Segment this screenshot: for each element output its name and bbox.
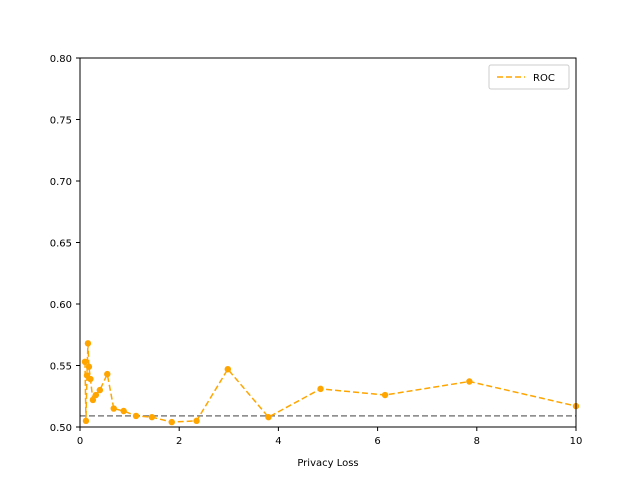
data-point (92, 391, 100, 399)
x-tick-label: 10 (570, 436, 583, 447)
legend: ROC (488, 64, 570, 90)
legend-series-label: ROC (533, 73, 555, 84)
y-tick-label: 0.55 (50, 362, 72, 373)
y-tick-label: 0.60 (50, 300, 72, 311)
series-line-roc (84, 343, 577, 423)
data-point (224, 365, 232, 373)
data-point (466, 378, 473, 385)
data-point (89, 396, 97, 404)
data-point (104, 370, 111, 378)
x-tick-label: 2 (176, 436, 182, 447)
y-tick-label: 0.70 (50, 177, 72, 188)
x-tick-label: 6 (374, 436, 380, 447)
y-tick-label: 0.80 (50, 54, 72, 65)
data-point (82, 417, 90, 425)
data-point (148, 413, 156, 421)
data-point (265, 413, 272, 421)
data-point (317, 385, 324, 393)
series-layer (81, 340, 580, 426)
plot-background (80, 58, 576, 427)
data-point (96, 386, 104, 394)
y-tick-label: 0.65 (50, 239, 72, 250)
data-point (120, 407, 127, 415)
data-point (84, 340, 92, 347)
x-tick-label: 4 (275, 436, 281, 447)
data-point (87, 375, 94, 383)
legend-frame (488, 64, 570, 90)
data-point (168, 418, 175, 426)
data-point (81, 358, 89, 366)
data-point (110, 405, 117, 412)
x-axis-label: Privacy Loss (297, 458, 358, 469)
data-point (85, 363, 93, 370)
data-point (381, 391, 389, 399)
y-tick-label: 0.50 (50, 423, 72, 434)
x-tick-label: 8 (474, 436, 480, 447)
y-tick-label: 0.75 (50, 116, 72, 127)
data-point (132, 412, 140, 420)
x-tick-label: 0 (77, 436, 83, 447)
x-axis-ticks: 0 2 4 6 8 10 (77, 427, 583, 447)
data-point (193, 417, 200, 425)
y-axis-ticks: 0.50 0.55 0.60 0.65 0.70 0.75 0.80 (50, 54, 80, 434)
